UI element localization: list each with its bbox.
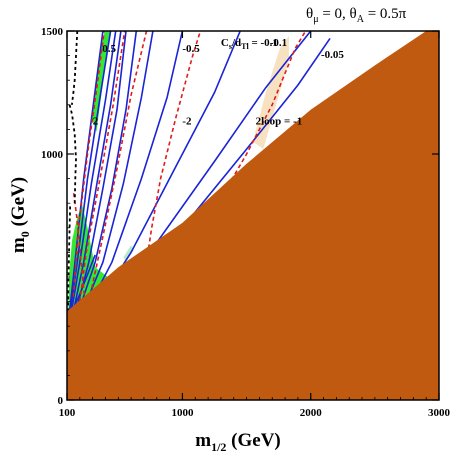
x-tick-label-2: 2000: [300, 407, 323, 419]
contour-label-6: 2loop = -1: [256, 116, 303, 128]
axes: 100 1000 2000 3000 0 1000 1500: [41, 26, 451, 419]
title-mid: = 0, θ: [319, 6, 357, 22]
cs-sub1: s: [229, 42, 232, 51]
title-sub2: A: [357, 14, 365, 25]
excluded-region: [67, 31, 439, 400]
contour-label-3: -0.05: [321, 49, 344, 61]
red-contour-1: [79, 31, 126, 302]
blue-contour-0: [68, 31, 104, 312]
x-title-main: m: [195, 430, 211, 451]
x-tick-label-3: 3000: [428, 407, 451, 419]
y-tick-label-2: 1500: [41, 26, 64, 38]
y-title-main: m: [8, 237, 29, 253]
blue-contour-7: [85, 31, 184, 312]
title-sub1: μ: [313, 14, 318, 25]
cs-sub2: Tl: [241, 42, 249, 51]
green-band: [91, 31, 110, 132]
contour-label-1: -0.5: [182, 43, 200, 55]
blue-contour-2: [70, 31, 117, 312]
y-axis-title: m0 (GeV): [8, 177, 32, 253]
x-title-sub: 1/2: [211, 440, 226, 454]
contour-label-2: -0.1: [270, 37, 287, 49]
plot-frame: [66, 30, 440, 401]
light-green-patch-2: [123, 245, 134, 263]
cs-main: C: [221, 37, 229, 49]
x-title-unit: (GeV): [226, 430, 280, 451]
y-tick-label-0: 0: [58, 395, 64, 407]
red-contour-4: [220, 31, 307, 199]
red-contour-2: [88, 31, 148, 302]
black-contour-0: [71, 31, 79, 105]
tan-region: [253, 35, 289, 150]
cs-label: Cs/dTl = -0.1: [221, 37, 278, 51]
y-tick-label-1: 1000: [41, 149, 64, 161]
chart-title: θμ = 0, θA = 0.5π: [306, 6, 407, 25]
contours: [67, 31, 331, 312]
contour-label-0: 0.5: [102, 43, 116, 55]
red-contour-3: [145, 31, 202, 263]
cs-mid: /d: [231, 37, 241, 49]
contour-label-4: 2: [93, 116, 99, 128]
x-axis-title: m1/2 (GeV): [195, 430, 281, 454]
x-tick-label-0: 100: [59, 407, 76, 419]
blue-contour-3: [72, 31, 122, 312]
x-tick-label-1: 1000: [171, 407, 194, 419]
contour-label-5: -2: [182, 116, 192, 128]
y-title-sub: 0: [18, 231, 32, 237]
blue-contour-5: [77, 31, 138, 312]
y-title-unit: (GeV): [8, 177, 29, 231]
blue-contour-6: [81, 31, 154, 312]
title-prefix: θ: [306, 6, 313, 22]
red-contour-0: [72, 31, 105, 297]
contour-labels: 0.5 -0.5 -0.1 -0.05 2 -2 2loop = -1: [93, 37, 345, 128]
black-contour-1: [68, 104, 77, 204]
plot-area: [67, 31, 439, 400]
blue-contour-4: [75, 31, 127, 312]
cs-eq: = -0.1: [249, 37, 278, 49]
blue-contour-1: [69, 31, 112, 312]
title-suffix: = 0.5π: [364, 6, 407, 22]
